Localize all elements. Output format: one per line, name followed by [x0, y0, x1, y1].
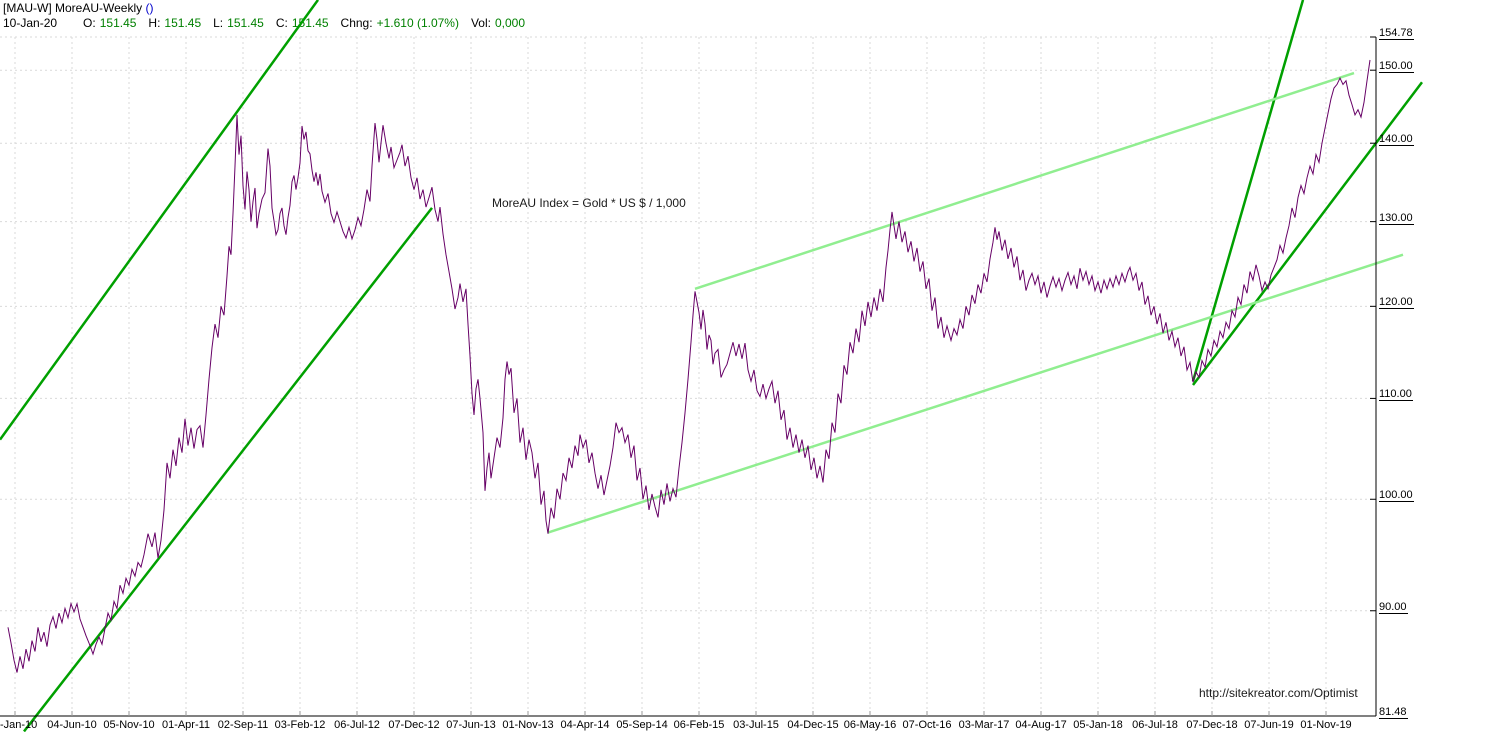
- trendline-light-channel-upper: [694, 71, 1355, 291]
- trendline-lower-channel-left: [23, 207, 433, 732]
- quote-field-label: H:: [148, 16, 161, 30]
- quote-field-label: C:: [275, 16, 288, 30]
- quote-field-value: +1.610 (1.07%): [376, 16, 459, 30]
- quote-date: 10-Jan-20: [3, 16, 58, 30]
- quote-bar: 10-Jan-20 O: 151.45 H: 151.45 L: 151.45 C: 151.4…: [3, 16, 525, 30]
- watermark-url: http://sitekreator.com/Optimist: [1199, 686, 1358, 700]
- price-line: [7, 59, 1371, 673]
- quote-field-label: O:: [83, 16, 96, 30]
- trendline-light-channel-lower: [547, 253, 1404, 534]
- quote-field-value: 151.45: [291, 16, 329, 30]
- instrument-title-parens: (): [145, 1, 154, 15]
- instrument-title: [MAU-W] MoreAU-Weekly: [3, 1, 143, 15]
- quote-field-label: L:: [213, 16, 224, 30]
- quote-field-label: Vol:: [470, 16, 491, 30]
- chart-header: [MAU-W] MoreAU-Weekly () 10-Jan-20 O: 151.…: [3, 1, 525, 30]
- quote-fields: O: 151.45 H: 151.45 L: 151.45 C: 151.45 Chng: +1.…: [71, 16, 525, 30]
- trendline-steep-fan-2018: [1191, 0, 1305, 382]
- chart-annotation: MoreAU Index = Gold * US $ / 1,000: [492, 196, 686, 210]
- quote-field-label: Chng:: [340, 16, 373, 30]
- quote-field-value: 151.45: [99, 16, 137, 30]
- quote-field-value: 151.45: [227, 16, 264, 30]
- instrument-title-row: [MAU-W] MoreAU-Weekly (): [3, 1, 525, 15]
- trendline-moderate-fan-2018: [1192, 81, 1423, 386]
- trendline-upper-channel-left: [0, 0, 320, 441]
- quote-field-value: 151.45: [164, 16, 202, 30]
- quote-field-value: 0,000: [494, 16, 526, 30]
